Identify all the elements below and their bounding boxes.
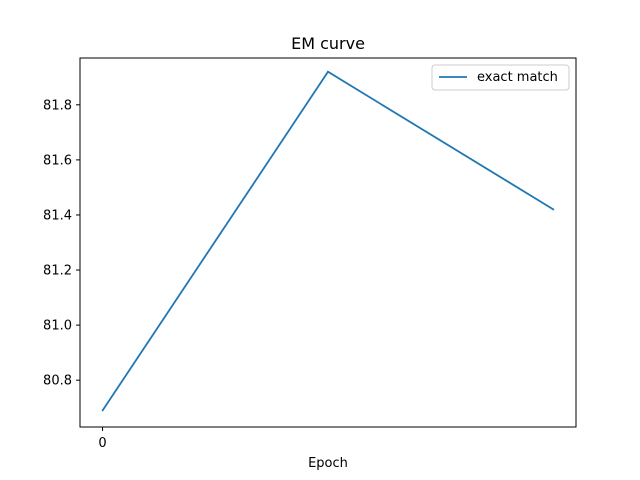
- series-layer: [101, 70, 555, 412]
- y-axis-ticks: 80.8 81.0 81.2 81.4 81.6 81.8: [43, 98, 80, 389]
- y-tick-label: 81.4: [43, 208, 72, 223]
- y-tick-label: 81.6: [43, 153, 72, 168]
- series-point: [552, 208, 555, 211]
- x-axis-label: Epoch: [308, 456, 348, 471]
- series-point: [327, 70, 329, 73]
- y-tick-label: 81.2: [43, 264, 72, 279]
- legend-series-label: exact match: [477, 70, 558, 85]
- series-point: [101, 409, 104, 412]
- y-tick-label: 80.8: [43, 374, 72, 389]
- x-tick-label: 0: [98, 436, 106, 451]
- plot-area-frame: [79, 57, 577, 428]
- legend: exact match: [431, 64, 570, 91]
- x-axis-ticks: 0: [98, 427, 107, 451]
- chart-title: EM curve: [291, 34, 365, 53]
- legend-box: [431, 64, 570, 91]
- y-tick-label: 81.8: [43, 98, 72, 113]
- y-tick-label: 81.0: [43, 319, 72, 334]
